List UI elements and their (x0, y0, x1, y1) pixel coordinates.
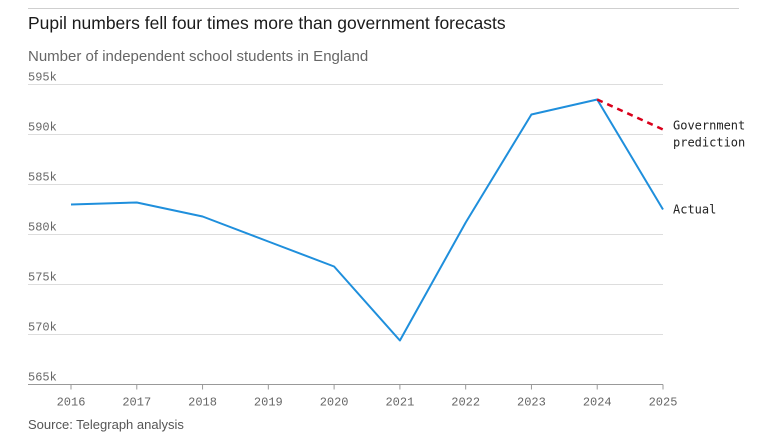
x-tick-label: 2022 (451, 396, 480, 410)
x-tick-label: 2016 (57, 396, 86, 410)
y-tick-label: 590k (28, 121, 57, 135)
y-tick-label: 580k (28, 221, 57, 235)
series-label-actual: Actual (673, 203, 716, 217)
top-rule (28, 8, 739, 9)
x-tick-label: 2017 (122, 396, 151, 410)
x-tick-label: 2018 (188, 396, 217, 410)
source-note: Source: Telegraph analysis (28, 417, 184, 432)
x-tick-label: 2019 (254, 396, 283, 410)
series-line-actual (70, 98, 664, 342)
x-tick-label: 2023 (517, 396, 546, 410)
x-tick-label: 2020 (320, 396, 349, 410)
series-line-government-prediction (596, 98, 664, 131)
x-tick-label: 2024 (583, 396, 612, 410)
chart-title: Pupil numbers fell four times more than … (28, 13, 506, 33)
series-label-government-prediction: Government (673, 119, 745, 133)
y-tick-label: 575k (28, 271, 57, 285)
x-tick-label: 2025 (649, 396, 678, 410)
y-tick-label: 570k (28, 321, 57, 335)
y-tick-label: 565k (28, 371, 57, 385)
chart-subtitle: Number of independent school students in… (28, 48, 369, 65)
x-tick-label: 2021 (385, 396, 414, 410)
y-tick-label: 585k (28, 171, 57, 185)
y-tick-label: 595k (28, 71, 57, 85)
series-label-government-prediction: prediction (673, 136, 745, 150)
